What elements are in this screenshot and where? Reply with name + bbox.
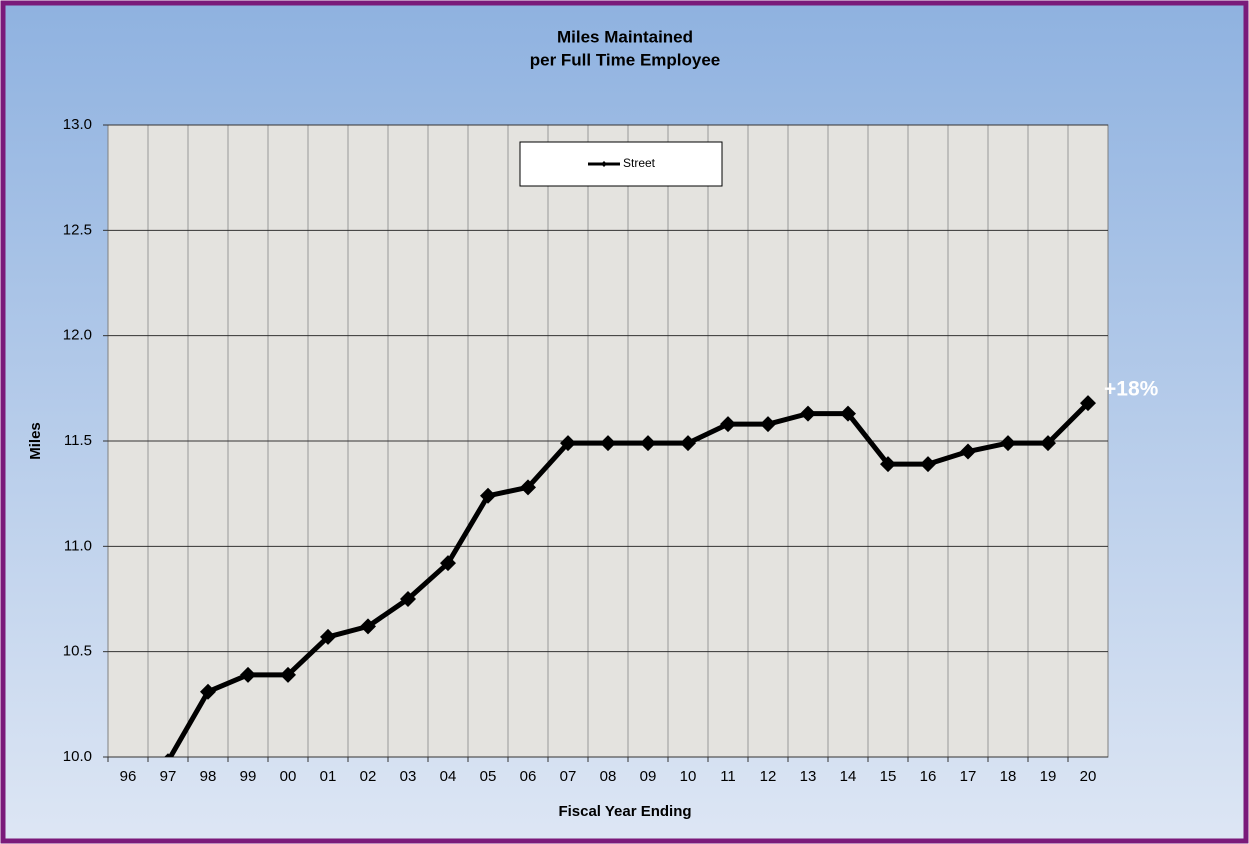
chart-subtitle: per Full Time Employee [530,50,721,69]
data-point [164,753,172,757]
data-point [600,435,616,452]
annotation: +18% [1104,378,1159,401]
legend-marker [601,161,607,167]
y-tick-label: 10.5 [63,643,92,660]
x-tick-label: 99 [240,768,257,785]
data-point [720,416,736,433]
x-tick-label: 02 [360,768,377,785]
x-axis-label: Fiscal Year Ending [558,803,691,820]
x-tick-label: 19 [1040,768,1057,785]
data-point [1040,435,1056,452]
x-tick-label: 11 [720,768,736,785]
data-point [280,666,296,683]
y-tick-label: 12.0 [63,327,92,344]
data-point [360,618,376,635]
data-point [920,456,936,473]
data-point [800,405,816,422]
data-point [840,405,856,422]
x-tick-label: 08 [600,768,617,785]
y-tick-label: 10.0 [63,748,92,765]
data-point [240,666,256,683]
data-point [560,435,576,452]
x-tick-label: 07 [560,768,577,785]
chart-title: Miles Maintained [557,27,693,46]
x-tick-label: 01 [320,768,337,785]
x-tick-label: 12 [760,768,777,785]
y-tick-label: 11.5 [64,432,92,449]
x-tick-label: 15 [880,768,897,785]
y-tick-label: 12.5 [63,221,92,238]
data-point [760,416,776,433]
data-point [520,479,536,496]
x-tick-label: 05 [480,768,497,785]
y-axis-label: Miles [27,422,44,460]
x-tick-label: 09 [640,768,657,785]
data-point [680,435,696,452]
data-point [440,555,456,572]
x-tick-label: 06 [520,768,537,785]
x-tick-label: 10 [680,768,697,785]
y-tick-label: 13.0 [63,116,92,133]
x-tick-label: 17 [960,768,977,785]
x-tick-label: 14 [840,768,857,785]
x-tick-label: 97 [160,768,177,785]
x-tick-label: 04 [440,768,457,785]
legend-label: Street [623,156,656,170]
data-point [640,435,656,452]
plot-series [164,395,1096,757]
x-tick-label: 16 [920,768,937,785]
x-tick-label: 03 [400,768,417,785]
data-point [320,628,336,645]
data-point [960,443,976,460]
data-point [480,487,496,504]
x-tick-label: 20 [1080,768,1097,785]
data-point [1000,435,1016,452]
x-tick-label: 98 [200,768,217,785]
x-tick-label: 00 [280,768,297,785]
data-point [1080,395,1096,412]
y-tick-label: 11.0 [64,537,92,554]
x-tick-label: 96 [120,768,137,785]
data-point [400,591,416,607]
data-point [880,456,896,473]
data-point [200,683,216,700]
x-tick-label: 13 [800,768,817,785]
x-tick-label: 18 [1000,768,1017,785]
legend-box [519,141,723,187]
